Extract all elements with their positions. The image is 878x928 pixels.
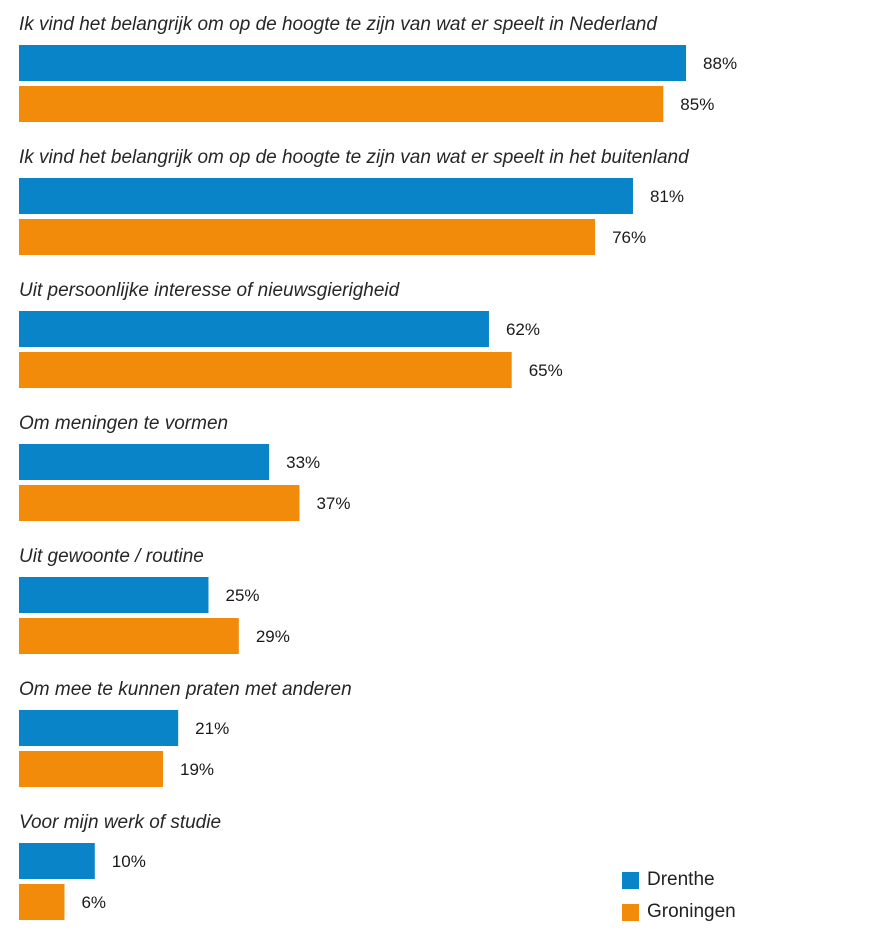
- category-label: Uit persoonlijke interesse of nieuwsgier…: [19, 280, 401, 301]
- value-label: 29%: [256, 627, 290, 646]
- value-label: 76%: [612, 228, 646, 247]
- value-label: 37%: [316, 494, 350, 513]
- value-label: 65%: [529, 361, 563, 380]
- bar-drenthe: [19, 311, 489, 347]
- bar-drenthe: [19, 577, 209, 613]
- bar-drenthe: [19, 843, 95, 879]
- legend-swatch-drenthe: [622, 871, 639, 889]
- value-label: 85%: [680, 95, 714, 114]
- value-label: 33%: [286, 453, 320, 472]
- bar-groningen: [19, 485, 300, 521]
- bar-drenthe: [19, 178, 633, 214]
- bar-groningen: [19, 86, 664, 122]
- legend: Drenthe Groningen: [622, 864, 736, 928]
- value-label: 25%: [226, 586, 260, 605]
- category-label: Ik vind het belangrijk om op de hoogte t…: [19, 14, 658, 35]
- bar-groningen: [19, 618, 239, 654]
- category-label: Voor mijn werk of studie: [19, 812, 221, 833]
- category-label: Uit gewoonte / routine: [19, 546, 204, 567]
- value-label: 10%: [112, 852, 146, 871]
- value-label: 81%: [650, 187, 684, 206]
- legend-label-drenthe: Drenthe: [647, 869, 715, 890]
- bar-groningen: [19, 884, 65, 920]
- legend-swatch-groningen: [622, 903, 639, 921]
- bar-groningen: [19, 352, 512, 388]
- value-label: 19%: [180, 760, 214, 779]
- category-label: Ik vind het belangrijk om op de hoogte t…: [19, 147, 690, 168]
- bar-drenthe: [19, 45, 687, 81]
- bar-groningen: [19, 751, 164, 787]
- legend-label-groningen: Groningen: [647, 901, 736, 922]
- value-label: 88%: [703, 54, 737, 73]
- legend-item-drenthe: Drenthe: [622, 864, 736, 896]
- value-label: 21%: [195, 719, 229, 738]
- bar-groningen: [19, 219, 596, 255]
- value-label: 62%: [506, 320, 540, 339]
- bar-drenthe: [19, 444, 270, 480]
- value-label: 6%: [81, 893, 106, 912]
- category-label: Om mee te kunnen praten met anderen: [19, 679, 352, 700]
- legend-item-groningen: Groningen: [622, 896, 736, 928]
- category-label: Om meningen te vormen: [19, 413, 228, 434]
- bar-drenthe: [19, 710, 179, 746]
